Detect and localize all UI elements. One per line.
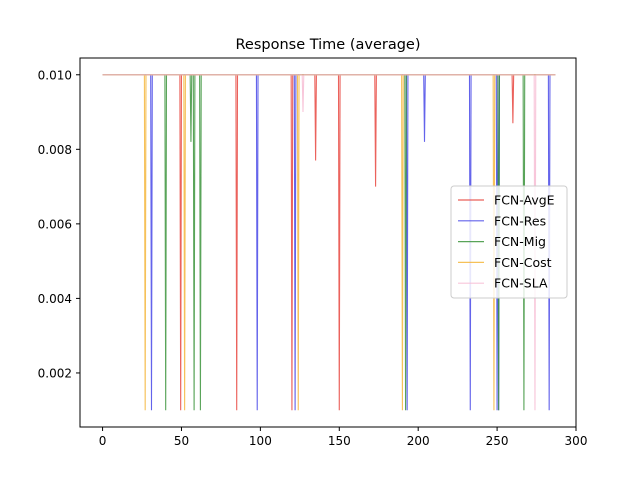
legend-label: FCN-Cost (494, 255, 552, 270)
y-tick-label: 0.002 (38, 366, 72, 380)
x-axis: 0 50 100 150 200 250 300 (99, 427, 588, 448)
x-tick-label: 200 (407, 434, 430, 448)
series-line-fcn-sla (102, 74, 556, 411)
y-tick-label: 0.008 (38, 143, 72, 157)
y-tick-label: 0.004 (38, 292, 72, 306)
legend-label: FCN-SLA (494, 276, 548, 291)
y-tick-label: 0.006 (38, 217, 72, 231)
legend-label: FCN-AvgE (494, 193, 555, 208)
y-axis: 0.002 0.004 0.006 0.008 0.010 (38, 68, 80, 380)
legend-label: FCN-Mig (494, 234, 546, 249)
x-tick-label: 100 (249, 434, 272, 448)
legend-box (450, 185, 568, 299)
x-tick-label: 50 (174, 434, 189, 448)
plot-frame (79, 57, 577, 428)
legend-label: FCN-Res (494, 213, 546, 228)
x-tick-label: 150 (328, 434, 351, 448)
x-tick-label: 0 (99, 434, 107, 448)
x-tick-label: 250 (486, 434, 509, 448)
chart-title: Response Time (average) (235, 37, 420, 53)
y-tick-label: 0.010 (38, 68, 72, 82)
legend: FCN-AvgE FCN-Res FCN-Mig FCN-Cost FCN-SLA (450, 185, 568, 299)
x-tick-label: 300 (565, 434, 588, 448)
